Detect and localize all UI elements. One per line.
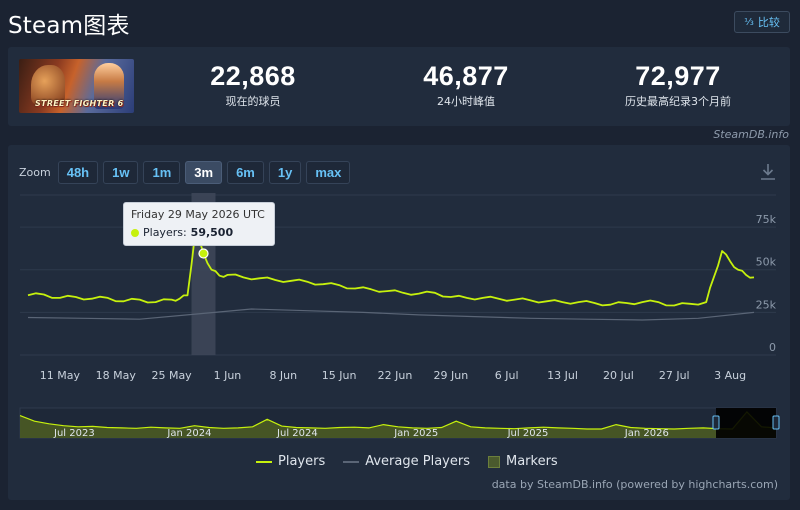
legend-item-markers[interactable]: Markers	[487, 454, 558, 469]
sort-numeric-icon: ⅓	[744, 16, 754, 28]
stat-value: 46,877	[423, 61, 509, 91]
tooltip-series-name: Players:	[143, 226, 187, 239]
compare-button[interactable]: ⅓ 比较	[734, 11, 790, 33]
x-tick-label: 29 Jun	[433, 369, 468, 382]
navigator-window	[716, 408, 776, 438]
steamdb-credit[interactable]: SteamDB.info	[713, 128, 789, 141]
page-title: Steam图表	[8, 13, 130, 39]
chart-tooltip: Friday 29 May 2026 UTC Players: 59,500	[123, 202, 275, 246]
navigator-tick-label: Jul 2025	[507, 428, 549, 439]
game-thumbnail[interactable]: STREET FIGHTER 6	[19, 59, 134, 113]
data-credit[interactable]: data by SteamDB.info (powered by highcha…	[491, 478, 778, 491]
legend-swatch	[256, 460, 272, 463]
legend-item-players[interactable]: Players	[256, 454, 325, 469]
average-players-series	[27, 308, 755, 321]
legend-item-average-players[interactable]: Average Players	[343, 454, 470, 469]
stat-label: 历史最高纪录3个月前	[625, 95, 731, 108]
stat-current-players: 22,868 现在的球员	[183, 60, 323, 109]
x-tick-label: 3 Aug	[714, 369, 746, 382]
zoom-controls: Zoom 48h 1w 1m 3m 6m 1y max	[19, 161, 351, 184]
x-tick-label: 27 Jul	[659, 369, 690, 382]
stats-panel: STREET FIGHTER 6 22,868 现在的球员 46,877 24小…	[8, 47, 790, 126]
navigator-area	[20, 411, 776, 438]
game-art-right	[94, 63, 124, 109]
compare-label: 比较	[757, 16, 780, 29]
zoom-label: Zoom	[19, 166, 51, 179]
navigator-tick-label: Jul 2024	[276, 428, 318, 439]
tooltip-series-dot	[131, 228, 139, 237]
highlight-point	[198, 248, 209, 259]
y-tick-label: 25k	[756, 298, 777, 311]
tooltip-row: Players: 59,500	[131, 226, 267, 239]
zoom-button-max[interactable]: max	[306, 161, 351, 184]
navigator-tick-label: Jan 2025	[393, 428, 438, 439]
y-tick-label: 0	[769, 341, 776, 354]
zoom-button-1m[interactable]: 1m	[143, 161, 181, 184]
navigator-handle-right	[772, 415, 780, 430]
zoom-button-6m[interactable]: 6m	[227, 161, 264, 184]
x-tick-label: 8 Jun	[269, 369, 297, 382]
stat-value: 22,868	[210, 61, 296, 91]
zoom-button-48h[interactable]: 48h	[57, 161, 99, 184]
zoom-button-3m[interactable]: 3m	[185, 161, 223, 184]
y-tick-label: 75k	[756, 213, 777, 226]
x-tick-label: 6 Jul	[495, 369, 519, 382]
y-tick-label: 50k	[756, 256, 777, 269]
player-chart[interactable]: 0 25k 50k 75k 11 May 18 May 25 May 1 Jun 8 Jun 15…	[8, 145, 790, 500]
x-tick-label: 25 May	[151, 369, 192, 382]
top-bar: Steam图表 ⅓ 比较	[0, 0, 800, 44]
stat-label: 现在的球员	[225, 95, 281, 108]
stat-24h-peak: 46,877 24小时峰值	[396, 60, 536, 109]
navigator-handle-left	[712, 415, 720, 430]
x-tick-label: 11 May	[40, 369, 81, 382]
x-tick-label: 18 May	[96, 369, 137, 382]
navigator-tick-label: Jan 2024	[166, 428, 211, 439]
zoom-button-1y[interactable]: 1y	[268, 161, 302, 184]
legend-label: Players	[278, 454, 326, 469]
navigator-tick-label: Jan 2026	[624, 428, 669, 439]
stat-label: 24小时峰值	[437, 95, 495, 108]
legend-label: Markers	[505, 454, 558, 469]
legend-swatch	[343, 460, 360, 463]
stat-all-time-peak: 72,977 历史最高纪录3个月前	[598, 60, 758, 109]
game-logo-text: STREET FIGHTER 6	[35, 99, 124, 108]
zoom-button-1w[interactable]: 1w	[103, 161, 139, 184]
stat-value: 72,977	[635, 61, 721, 91]
legend-swatch	[487, 455, 500, 468]
x-tick-label: 13 Jul	[547, 369, 578, 382]
legend-label: Average Players	[365, 454, 470, 469]
x-tick-label: 1 Jun	[214, 369, 242, 382]
download-icon[interactable]	[760, 163, 776, 181]
players-series	[27, 229, 755, 307]
chart-legend: Players Average Players Markers	[256, 454, 558, 469]
navigator-line	[19, 411, 777, 430]
tooltip-date: Friday 29 May 2026 UTC	[131, 208, 265, 221]
game-art-left	[31, 65, 65, 105]
tooltip-value: 59,500	[190, 226, 234, 239]
x-tick-label: 20 Jul	[603, 369, 634, 382]
chart-panel: Zoom 48h 1w 1m 3m 6m 1y max 0 25k 50k 75k 11…	[8, 145, 790, 500]
x-tick-label: 15 Jun	[322, 369, 357, 382]
navigator-tick-label: Jul 2023	[53, 428, 95, 439]
x-tick-label: 22 Jun	[378, 369, 413, 382]
